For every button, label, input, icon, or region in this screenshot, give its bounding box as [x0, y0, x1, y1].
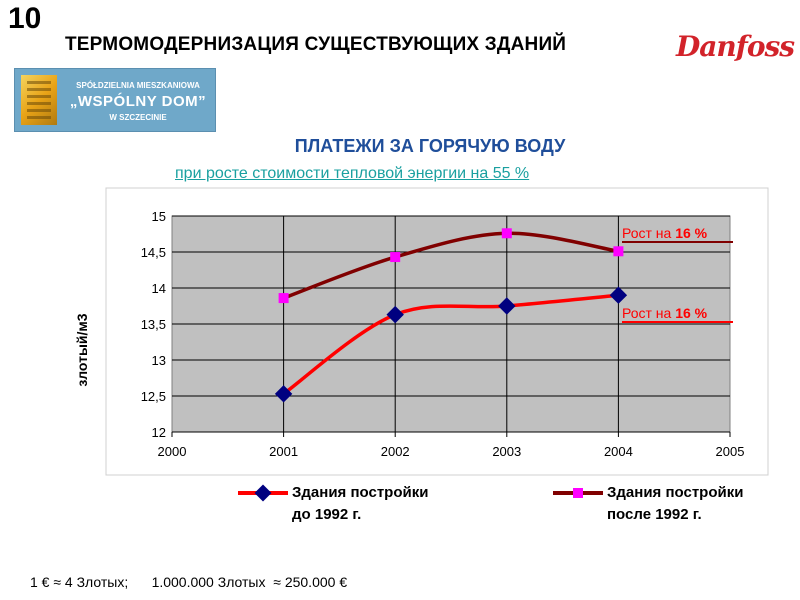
y-tick-label: 14 [152, 281, 166, 296]
series-line-after-1992 [281, 231, 621, 300]
legend-item-before-1992: Здания постройки до 1992 г. [238, 482, 482, 526]
data-point-before-1992 [386, 305, 404, 324]
x-tick-label: 2002 [381, 444, 410, 459]
legend-label-before-1992-line-2: до 1992 г. [292, 506, 362, 523]
series-line-before-1992 [281, 293, 621, 396]
x-tick-label: 2001 [269, 444, 298, 459]
x-tick-label: 2003 [492, 444, 521, 459]
data-point-before-1992 [274, 385, 293, 403]
series-lines [281, 231, 621, 396]
chart-title: ПЛАТЕЖИ ЗА ГОРЯЧУЮ ВОДУ [294, 136, 566, 156]
x-tick-label: 2005 [716, 444, 745, 459]
building-icon [21, 75, 57, 125]
slide-number: 10 [8, 2, 42, 35]
legend-label-before-1992-line-1: Здания постройки [292, 484, 429, 501]
y-tick-label: 15 [152, 209, 166, 224]
x-tick-label: 2004 [604, 444, 633, 459]
data-point-after-1992 [613, 246, 624, 257]
y-tick-label: 14,5 [141, 245, 166, 260]
x-tick-label: 2000 [158, 444, 187, 459]
coop-logo-line-3: W SZCZECINIE [109, 113, 167, 122]
legend-label-after-1992-line-2: после 1992 г. [607, 506, 702, 523]
legend-key-before-1992 [238, 482, 288, 502]
legend-label-after-1992-line-1: Здания постройки [607, 484, 744, 501]
danfoss-logo: Danfoss [676, 30, 795, 63]
data-point-after-1992 [390, 252, 401, 263]
data-point-after-1992 [501, 228, 512, 239]
y-tick-label: 13 [152, 353, 166, 368]
chart-subtitle: при росте стоимости тепловой энергии на … [175, 165, 530, 182]
y-tick-labels: 12 12,5 13 13,5 14 14,5 15 [141, 209, 166, 440]
y-tick-label: 12 [152, 425, 166, 440]
legend-key-after-1992 [553, 482, 603, 502]
x-tick-labels: 2000 2001 2002 2003 2004 2005 [158, 444, 745, 459]
legend-item-after-1992: Здания постройки после 1992 г. [553, 482, 797, 526]
data-point-before-1992 [609, 286, 628, 304]
y-tick-label: 13,5 [141, 317, 166, 332]
series-markers [274, 228, 628, 403]
currency-footnote: 1 € ≈ 4 Злотых; 1.000.000 Злотых ≈ 250.0… [30, 574, 348, 590]
y-tick-label: 12,5 [141, 389, 166, 404]
coop-logo-line-1: SPÓŁDZIELNIA MIESZKANIOWA [76, 81, 200, 90]
growth-annotation-after-1992: Рост на 16 % [622, 225, 708, 241]
growth-annotations: Рост на 16 % Рост на 16 % [622, 225, 733, 323]
growth-annotation-before-1992: Рост на 16 % [622, 305, 708, 321]
housing-cooperative-logo: SPÓŁDZIELNIA MIESZKANIOWA „WSPÓLNY DOM” … [14, 68, 216, 132]
grid [171, 215, 731, 437]
data-point-after-1992 [278, 293, 289, 304]
coop-logo-line-2: „WSPÓLNY DOM” [69, 93, 207, 110]
slide-title: ТЕРМОМОДЕРНИЗАЦИЯ СУЩЕСТВУЮЩИХ ЗДАНИЙ [65, 34, 567, 55]
data-point-before-1992 [498, 297, 516, 315]
